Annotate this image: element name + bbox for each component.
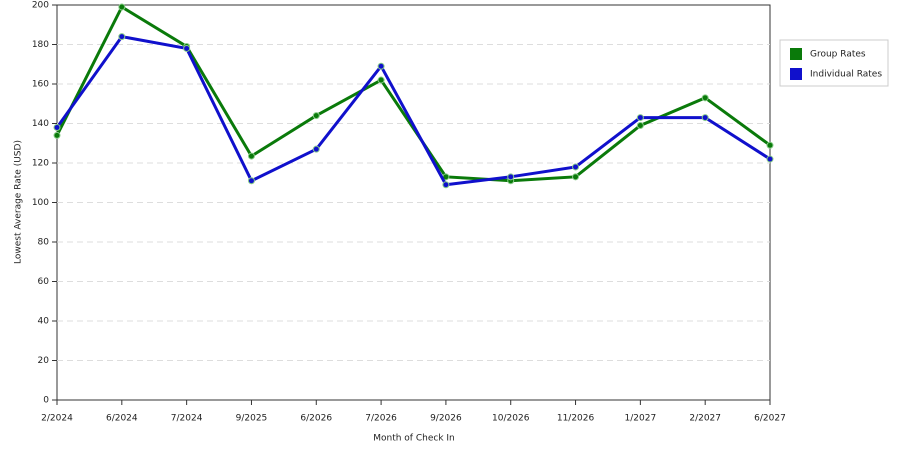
x-axis-label: Month of Check In xyxy=(373,434,455,444)
data-point xyxy=(636,121,644,129)
data-point xyxy=(572,173,580,181)
x-tick-label: 1/2027 xyxy=(625,414,657,424)
data-point xyxy=(442,181,450,189)
data-point xyxy=(53,131,61,139)
x-tick-label: 6/2026 xyxy=(300,414,332,424)
data-point xyxy=(572,163,580,171)
x-tick-label: 10/2026 xyxy=(492,414,530,424)
data-point xyxy=(312,145,320,153)
data-point xyxy=(701,94,709,102)
x-tick-label: 2/2027 xyxy=(689,414,721,424)
y-tick-label: 40 xyxy=(38,317,50,327)
data-point xyxy=(766,141,774,149)
data-point xyxy=(701,114,709,122)
series-line xyxy=(55,34,771,187)
y-tick-label: 100 xyxy=(32,198,49,208)
x-tick-label: 6/2027 xyxy=(754,414,786,424)
y-axis-label: Lowest Average Rate (USD) xyxy=(14,140,24,264)
x-tick-label: 9/2026 xyxy=(430,414,462,424)
data-point xyxy=(118,3,126,11)
x-tick-label: 7/2026 xyxy=(365,414,397,424)
x-tick-label: 2/2024 xyxy=(41,414,73,424)
data-point xyxy=(53,123,61,131)
data-point xyxy=(636,114,644,122)
plot-area xyxy=(56,4,771,401)
legend-label: Individual Rates xyxy=(810,70,882,80)
data-point xyxy=(312,112,320,120)
data-point xyxy=(377,76,385,84)
x-tick-label: 6/2024 xyxy=(106,414,138,424)
y-tick-label: 60 xyxy=(38,277,50,287)
data-point xyxy=(183,44,191,52)
y-tick-label: 180 xyxy=(32,40,49,50)
y-tick-label: 80 xyxy=(38,238,50,248)
x-tick-label: 9/2025 xyxy=(236,414,268,424)
y-tick-label: 0 xyxy=(43,396,49,406)
legend-swatch xyxy=(790,68,802,80)
y-tick-label: 120 xyxy=(32,159,49,169)
y-tick-label: 140 xyxy=(32,119,49,129)
legend-label: Group Rates xyxy=(810,50,866,60)
data-point xyxy=(507,173,515,181)
data-point xyxy=(118,33,126,41)
y-tick-label: 20 xyxy=(38,356,50,366)
x-tick-label: 11/2026 xyxy=(557,414,595,424)
y-tick-label: 200 xyxy=(32,1,49,11)
data-point xyxy=(377,62,385,70)
y-tick-label: 160 xyxy=(32,80,49,90)
data-point xyxy=(247,177,255,185)
data-point xyxy=(247,152,255,160)
data-point xyxy=(766,155,774,163)
legend-swatch xyxy=(790,48,802,60)
x-tick-label: 7/2024 xyxy=(171,414,203,424)
